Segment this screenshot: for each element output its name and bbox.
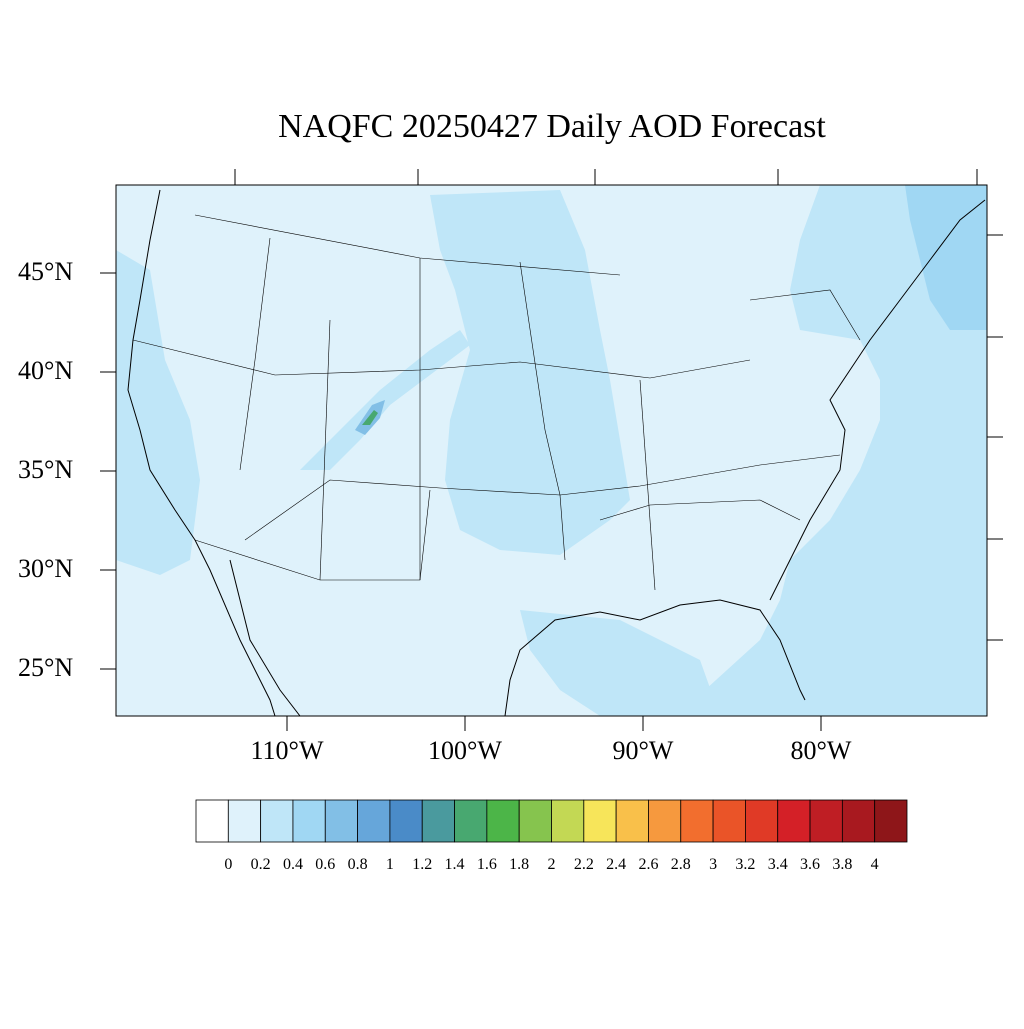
map-title: NAQFC 20250427 Daily AOD Forecast xyxy=(278,108,826,145)
colorbar-tick-label: 3.4 xyxy=(767,856,788,873)
colorbar-swatch xyxy=(357,799,391,843)
aod-region-plains xyxy=(430,190,630,555)
lon-label-90w: 90°W xyxy=(612,736,674,765)
colorbar-swatch xyxy=(227,799,262,843)
lon-label-80w: 80°W xyxy=(790,736,852,765)
colorbar-swatch xyxy=(518,799,552,843)
aod-plume-peak xyxy=(362,410,378,425)
colorbar-tick-label: 0.8 xyxy=(347,856,368,873)
colorbar-swatch xyxy=(195,799,229,843)
colorbar-swatch xyxy=(583,799,617,843)
lat-label-35: 35°N xyxy=(18,455,74,484)
colorbar-tick-label: 1 xyxy=(385,856,394,873)
colorbar-swatch xyxy=(421,799,455,843)
coastlines xyxy=(127,189,986,716)
colorbar-tick-label: 2.2 xyxy=(573,856,594,873)
colorbar-swatch xyxy=(648,799,682,843)
colorbar-swatch xyxy=(454,799,488,843)
colorbar-tick-label: 0.4 xyxy=(282,856,303,873)
map-frame xyxy=(115,184,988,717)
colorbar-tick-label: 1.6 xyxy=(476,856,497,873)
colorbar-tick-label: 2.8 xyxy=(670,856,691,873)
colorbar-tick-label: 3.2 xyxy=(735,856,756,873)
colorbar-swatch xyxy=(680,799,714,843)
colorbar-tick-label: 1.4 xyxy=(444,856,465,873)
colorbar-tick-label: 0 xyxy=(224,856,233,873)
lon-label-110w: 110°W xyxy=(250,736,324,765)
colorbar-tick-label: 1.8 xyxy=(509,856,530,873)
colorbar-swatch xyxy=(745,799,779,843)
colorbar-swatch xyxy=(292,799,326,843)
colorbar-tick-label: 2 xyxy=(547,856,556,873)
colorbar-tick-label: 2.6 xyxy=(638,856,659,873)
colorbar-tick-label: 0.6 xyxy=(315,856,336,873)
colorbar-swatch xyxy=(615,799,649,843)
colorbar-tick-label: 3 xyxy=(709,856,718,873)
lat-label-45: 45°N xyxy=(18,257,74,286)
colorbar-swatch xyxy=(389,799,423,843)
colorbar xyxy=(195,799,908,843)
colorbar-swatch xyxy=(841,799,876,843)
lat-label-30: 30°N xyxy=(18,554,74,583)
lat-label-40: 40°N xyxy=(18,356,74,385)
colorbar-tick-label: 4 xyxy=(870,856,879,873)
aod-region-maritime-high xyxy=(905,185,987,330)
colorbar-tick-label: 3.6 xyxy=(800,856,821,873)
aod-region-gulf xyxy=(520,610,720,716)
aod-region-pacific xyxy=(116,250,200,575)
colorbar-swatch xyxy=(324,799,358,843)
colorbar-swatch xyxy=(486,799,520,843)
colorbar-swatch xyxy=(777,799,811,843)
colorbar-tick-label: 3.8 xyxy=(832,856,853,873)
lat-label-25: 25°N xyxy=(18,653,74,682)
aod-region-atlantic xyxy=(700,185,987,716)
colorbar-swatch xyxy=(712,799,746,843)
axis-ticks xyxy=(100,169,1003,731)
colorbar-tick-label: 0.2 xyxy=(250,856,271,873)
colorbar-swatch xyxy=(551,799,585,843)
state-boundaries xyxy=(132,214,861,591)
lon-label-100w: 100°W xyxy=(428,736,502,765)
colorbar-swatch xyxy=(260,799,294,843)
colorbar-tick-label: 2.4 xyxy=(606,856,627,873)
colorbar-tick-label: 1.2 xyxy=(412,856,433,873)
colorbar-swatch xyxy=(874,799,908,843)
colorbar-swatch xyxy=(809,799,843,843)
